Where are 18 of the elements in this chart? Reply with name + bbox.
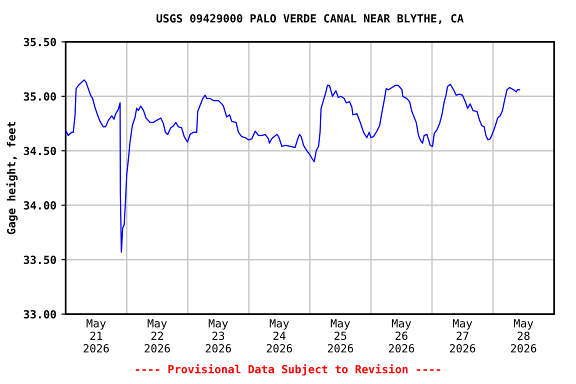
x-tick-label: May 21 2026 <box>84 319 109 353</box>
chart-title: USGS 09429000 PALO VERDE CANAL NEAR BLYTHE, CA <box>156 14 464 24</box>
y-axis-title: Gage height, feet <box>6 122 18 234</box>
text: ---- Provisional Data Subject to Revision ---- <box>136 364 440 376</box>
line-series <box>66 79 520 253</box>
y-tick-label: 34.00 <box>24 201 56 210</box>
y-tick-label: 34.50 <box>24 146 56 156</box>
x-tick-label: May 22 2026 <box>144 319 170 353</box>
x-tick-label: May 28 2026 <box>511 319 536 353</box>
y-tick-label: 33.50 <box>24 256 56 264</box>
y-tick-label: 35.00 <box>24 92 56 101</box>
y-tick-label: 33.00 <box>24 310 56 318</box>
y-tick-label: 35.50 <box>24 38 56 46</box>
x-tick-label: May 27 2026 <box>450 319 476 353</box>
x-tick-label: May 26 2026 <box>388 319 414 353</box>
x-tick-label: May 24 2026 <box>266 319 292 353</box>
x-tick-label: May 25 2026 <box>328 319 354 353</box>
x-tick-label: May 23 2026 <box>206 319 231 353</box>
